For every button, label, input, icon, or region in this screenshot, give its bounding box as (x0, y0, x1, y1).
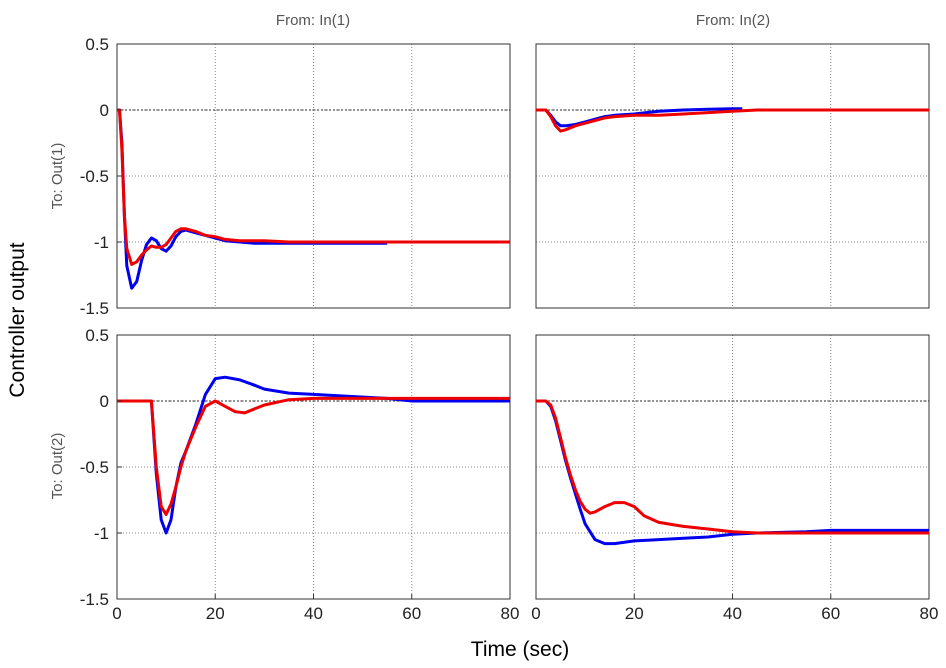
y-tick-label: -1.5 (80, 299, 109, 318)
x-tick-label: 0 (531, 604, 540, 623)
subplot-2-1: 0.50-0.5-1-1.50 20 40 60 80 (80, 326, 520, 623)
y-tick-label: -0.5 (80, 167, 109, 186)
x-tick-label: 20 (206, 604, 225, 623)
subplot-1-2 (535, 43, 930, 309)
y-tick-label: 0.5 (85, 35, 109, 54)
y-tick-label: -0.5 (80, 458, 109, 477)
series-line-red (117, 396, 510, 516)
y-tick-label: -1 (94, 524, 109, 543)
y-tick-label: -1 (94, 233, 109, 252)
x-tick-label: 0 (112, 604, 121, 623)
x-tick-label: 80 (501, 604, 520, 623)
subplot-grid: 0.50-0.5-1-1.50.50-0.5-1-1.50 20 40 60 80 0 20… (80, 35, 939, 623)
series-line-red (536, 399, 929, 535)
y-axis-label: Controller output (6, 242, 29, 397)
subplot-1-1: 0.5 0 -0.5 -1 -1.5 (80, 35, 511, 318)
x-tick-label: 80 (920, 604, 939, 623)
y-tick-label: 0 (100, 392, 109, 411)
row-label-1: To: Out(1) (49, 143, 66, 210)
subplot-2-2: 0 20 40 60 80 (531, 334, 939, 623)
series-line-blue (117, 108, 388, 290)
column-label-1: From: In(1) (276, 12, 350, 29)
series-line-red (117, 108, 510, 266)
series-line-red (536, 108, 929, 133)
x-tick-label: 40 (304, 604, 323, 623)
column-label-2: From: In(2) (696, 12, 770, 29)
plot-frame (535, 43, 930, 309)
series-line-blue (117, 375, 510, 535)
x-tick-label: 20 (625, 604, 644, 623)
row-label-2: To: Out(2) (49, 433, 66, 500)
x-axis-label: Time (sec) (471, 638, 569, 661)
x-tick-label: 60 (402, 604, 421, 623)
x-tick-label: 60 (821, 604, 840, 623)
y-tick-label: -1.5 (80, 590, 109, 609)
x-tick-label: 40 (723, 604, 742, 623)
y-tick-label: 0 (100, 101, 109, 120)
y-tick-label: 0.5 (85, 326, 109, 345)
